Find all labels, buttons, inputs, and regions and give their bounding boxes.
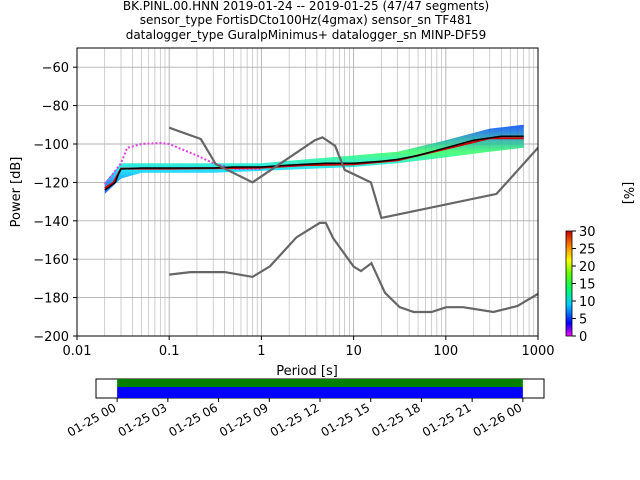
colorbar-tick-label: 15: [579, 278, 596, 293]
x-axis-label: Period [s]: [276, 364, 338, 379]
y-tick-label: −140: [33, 215, 69, 230]
time-tick-label: 01-25 12: [268, 400, 322, 439]
density-band: [104, 124, 524, 194]
grid-lines: [76, 48, 538, 337]
title-line-1: BK.PINL.00.HNN 2019-01-24 -- 2019-01-25 …: [123, 0, 489, 13]
x-tick-label: 100: [433, 344, 458, 359]
y-tick-label: −200: [33, 330, 69, 345]
time-tick-label: 01-25 06: [166, 400, 220, 439]
x-tick-label: 1: [257, 344, 265, 359]
time-coverage-top-bar: [117, 379, 523, 387]
y-tick-label: −180: [33, 292, 69, 307]
y-tick-label: −100: [33, 138, 69, 153]
x-tick-label: 0.01: [63, 344, 92, 359]
title-line-2: sensor_type FortisDCto100Hz(4gmax) senso…: [140, 13, 472, 27]
plot-frame: [76, 47, 539, 337]
time-tick-label: 01-25 21: [420, 400, 474, 439]
colorbar-tick-label: 30: [579, 225, 596, 240]
colorbar-tick-label: 0: [579, 330, 587, 345]
time-coverage-bottom-bar: [117, 387, 523, 398]
y-tick-label: −80: [42, 100, 69, 115]
time-tick-label: 01-25 15: [318, 400, 372, 439]
y-tick-label: −160: [33, 253, 69, 268]
colorbar: [565, 230, 573, 337]
y-tick-label: −60: [42, 61, 69, 76]
colorbar-tick-label: 25: [579, 243, 596, 258]
time-tick-label: 01-25 03: [116, 400, 170, 439]
colorbar-label: [%]: [620, 182, 635, 205]
x-tick-label: 1000: [521, 344, 554, 359]
colorbar-ticks: 0 5 10 15 20 25 30: [572, 225, 596, 345]
y-axis: −60 −80 −100 −120 −140 −160 −180 −200: [33, 61, 77, 345]
ppsd-plot-content: [104, 124, 538, 314]
time-tick-label: 01-25 18: [369, 400, 423, 439]
x-tick-label: 0.1: [159, 344, 180, 359]
nhnm-curve: [168, 126, 538, 220]
colorbar-tick-label: 5: [579, 313, 587, 328]
y-axis-label: Power [dB]: [9, 157, 24, 228]
x-tick-label: 10: [345, 344, 362, 359]
y-tick-label: −120: [33, 176, 69, 191]
time-tick-label: 01-26 00: [471, 400, 525, 439]
colorbar-tick-label: 20: [579, 260, 596, 275]
time-tick-label: 01-25 09: [217, 400, 271, 439]
title-line-3: datalogger_type GuralpMinimus+ datalogge…: [126, 28, 487, 42]
time-tick-label: 01-25 00: [65, 400, 119, 439]
colorbar-tick-label: 10: [579, 295, 596, 310]
x-axis: 0.01 0.1 1 10 100 1000: [63, 336, 555, 359]
nlnm-curve: [169, 221, 538, 314]
